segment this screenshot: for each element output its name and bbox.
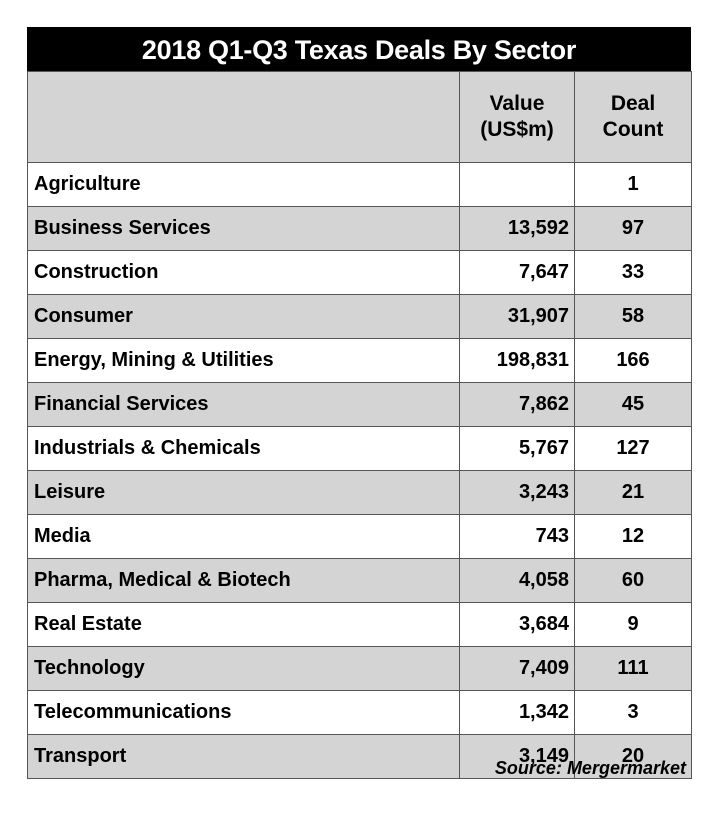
value-cell: 1,342: [459, 690, 575, 735]
count-cell: 9: [574, 602, 692, 647]
count-cell: 166: [574, 338, 692, 383]
value-cell: 13,592: [459, 206, 575, 251]
value-cell: 7,862: [459, 382, 575, 427]
count-cell: 21: [574, 470, 692, 515]
value-cell: 198,831: [459, 338, 575, 383]
deals-table-container: 2018 Q1-Q3 Texas Deals By Sector Value (…: [27, 27, 692, 779]
value-header-line1: Value: [489, 92, 545, 115]
sector-cell: Business Services: [27, 206, 460, 251]
table-title: 2018 Q1-Q3 Texas Deals By Sector: [27, 27, 691, 71]
sector-cell: Energy, Mining & Utilities: [27, 338, 460, 383]
sector-cell: Telecommunications: [27, 690, 460, 735]
count-cell: 3: [574, 690, 692, 735]
count-cell: 33: [574, 250, 692, 295]
sector-cell: Pharma, Medical & Biotech: [27, 558, 460, 603]
value-column-header: Value (US$m): [459, 71, 575, 163]
table-row: Business Services 13,592 97: [27, 206, 692, 251]
table-row: Financial Services 7,862 45: [27, 382, 692, 427]
count-column-header: Deal Count: [574, 71, 692, 163]
count-header-line2: Count: [602, 118, 664, 141]
value-cell: 3,684: [459, 602, 575, 647]
table-row: Media 743 12: [27, 514, 692, 559]
count-cell: 127: [574, 426, 692, 471]
header-row: Value (US$m) Deal Count: [27, 71, 692, 163]
count-cell: 45: [574, 382, 692, 427]
table-row: Agriculture 1: [27, 162, 692, 207]
sector-cell: Media: [27, 514, 460, 559]
count-cell: 97: [574, 206, 692, 251]
table-row: Technology 7,409 111: [27, 646, 692, 691]
sector-cell: Financial Services: [27, 382, 460, 427]
value-header-line2: (US$m): [480, 118, 554, 141]
value-cell: 7,647: [459, 250, 575, 295]
sector-cell: Real Estate: [27, 602, 460, 647]
table-body: Agriculture 1 Business Services 13,592 97 Con…: [27, 162, 692, 779]
value-cell: 3,243: [459, 470, 575, 515]
count-cell: 111: [574, 646, 692, 691]
value-cell: 7,409: [459, 646, 575, 691]
table-row: Industrials & Chemicals 5,767 127: [27, 426, 692, 471]
table-row: Construction 7,647 33: [27, 250, 692, 295]
sector-column-header: [27, 71, 460, 163]
count-cell: 58: [574, 294, 692, 339]
count-cell: 1: [574, 162, 692, 207]
source-note: Source: Mergermarket: [494, 758, 686, 778]
table-row: Pharma, Medical & Biotech 4,058 60: [27, 558, 692, 603]
count-cell: 12: [574, 514, 692, 559]
sector-cell: Transport: [27, 734, 460, 779]
table-row: Leisure 3,243 21: [27, 470, 692, 515]
table-row: Energy, Mining & Utilities 198,831 166: [27, 338, 692, 383]
count-cell: 60: [574, 558, 692, 603]
sector-cell: Industrials & Chemicals: [27, 426, 460, 471]
sector-cell: Consumer: [27, 294, 460, 339]
deals-table: Value (US$m) Deal Count Agriculture 1 Busi…: [27, 71, 692, 779]
value-cell: 31,907: [459, 294, 575, 339]
table-row: Telecommunications 1,342 3: [27, 690, 692, 735]
value-cell: 4,058: [459, 558, 575, 603]
sector-cell: Leisure: [27, 470, 460, 515]
sector-cell: Construction: [27, 250, 460, 295]
value-cell: 5,767: [459, 426, 575, 471]
count-cell: 20: [574, 734, 692, 779]
table-row: Real Estate 3,684 9: [27, 602, 692, 647]
count-header-line1: Deal: [610, 92, 656, 115]
value-cell: 743: [459, 514, 575, 559]
value-cell: [459, 162, 575, 207]
sector-cell: Agriculture: [27, 162, 460, 207]
table-row: Transport 3,149 20: [27, 734, 692, 779]
table-row: Consumer 31,907 58: [27, 294, 692, 339]
sector-cell: Technology: [27, 646, 460, 691]
